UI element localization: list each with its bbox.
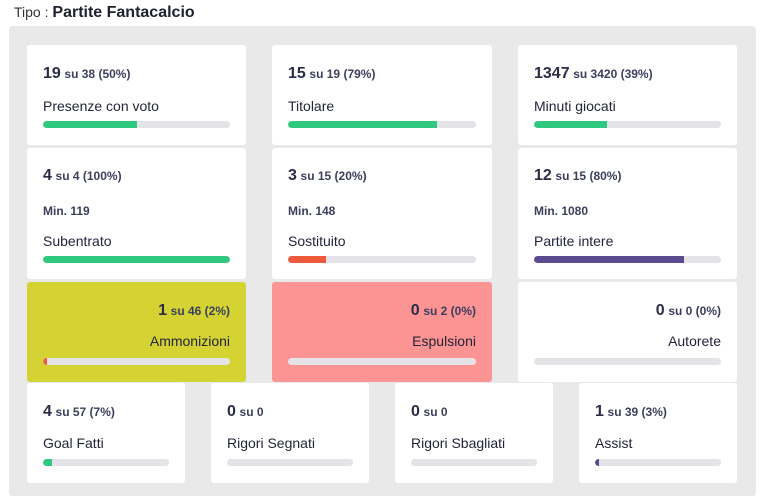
stat-label: Assist bbox=[595, 435, 633, 451]
stat-value: 4 su 4 (100%) bbox=[43, 167, 122, 185]
stat-total: su 57 (7%) bbox=[55, 405, 115, 419]
stat-card-rigori-segnati: 0 su 0 Rigori Segnati bbox=[211, 383, 369, 483]
stat-value: 0 su 0 (0%) bbox=[656, 302, 721, 320]
stat-number: 12 bbox=[534, 167, 552, 184]
stat-card-goal-fatti: 4 su 57 (7%) Goal Fatti bbox=[27, 383, 185, 483]
progress-fill bbox=[595, 459, 599, 466]
stat-value: 4 su 57 (7%) bbox=[43, 403, 115, 421]
stat-label: Goal Fatti bbox=[43, 435, 104, 451]
progress-bar bbox=[288, 358, 476, 365]
stat-total: su 0 (0%) bbox=[668, 304, 721, 318]
progress-fill bbox=[534, 121, 607, 128]
stat-label: Espulsioni bbox=[412, 333, 476, 349]
stat-label: Subentrato bbox=[43, 233, 112, 249]
stat-card-partite-intere: 12 su 15 (80%) Min. 1080 Partite intere bbox=[518, 148, 737, 279]
stat-number: 4 bbox=[43, 403, 52, 420]
stat-total: su 0 bbox=[423, 405, 448, 419]
type-header: Tipo : Partite Fantacalcio bbox=[14, 0, 195, 24]
stat-number: 1347 bbox=[534, 65, 570, 82]
progress-fill bbox=[43, 121, 137, 128]
progress-bar bbox=[43, 358, 230, 365]
stats-panel: 19 su 38 (50%) Presenze con voto 15 su 1… bbox=[9, 26, 756, 496]
stat-value: 1 su 39 (3%) bbox=[595, 403, 667, 421]
stat-minutes: Min. 148 bbox=[288, 204, 336, 218]
stat-number: 0 bbox=[655, 302, 665, 319]
stat-value: 0 su 0 bbox=[227, 403, 264, 421]
stat-minutes: Min. 119 bbox=[43, 204, 90, 218]
stat-number: 15 bbox=[288, 65, 306, 82]
stat-label: Minuti giocati bbox=[534, 98, 616, 114]
progress-bar bbox=[411, 459, 537, 466]
stat-total: su 0 bbox=[239, 405, 264, 419]
stat-card-espulsioni: 0 su 2 (0%) Espulsioni bbox=[272, 282, 492, 382]
stat-label: Rigori Segnati bbox=[227, 435, 315, 451]
stat-value: 19 su 38 (50%) bbox=[43, 65, 130, 83]
progress-bar bbox=[43, 459, 169, 466]
stat-value: 1 su 46 (2%) bbox=[158, 302, 230, 320]
stat-value: 0 su 2 (0%) bbox=[411, 302, 476, 320]
stat-label: Rigori Sbagliati bbox=[411, 435, 506, 451]
progress-fill bbox=[288, 256, 326, 263]
progress-fill bbox=[43, 358, 47, 365]
progress-bar bbox=[288, 256, 476, 263]
stat-value: 12 su 15 (80%) bbox=[534, 167, 621, 185]
type-prefix: Tipo : bbox=[14, 4, 49, 20]
stat-total: su 46 (2%) bbox=[170, 304, 230, 318]
stat-number: 1 bbox=[595, 403, 604, 420]
stat-value: 3 su 15 (20%) bbox=[288, 167, 367, 185]
stat-number: 0 bbox=[227, 403, 236, 420]
stat-number: 0 bbox=[411, 403, 420, 420]
stat-card-minuti: 1347 su 3420 (39%) Minuti giocati bbox=[518, 45, 737, 145]
stat-card-presenze: 19 su 38 (50%) Presenze con voto bbox=[27, 45, 246, 145]
stat-value: 1347 su 3420 (39%) bbox=[534, 65, 653, 83]
type-value: Partite Fantacalcio bbox=[52, 4, 195, 21]
progress-fill bbox=[43, 459, 52, 466]
stat-total: su 38 (50%) bbox=[64, 67, 131, 81]
progress-bar bbox=[43, 256, 230, 263]
stat-label: Ammonizioni bbox=[149, 333, 230, 349]
progress-bar bbox=[595, 459, 721, 466]
progress-fill bbox=[43, 256, 230, 263]
stat-total: su 2 (0%) bbox=[423, 304, 476, 318]
stat-number: 1 bbox=[158, 302, 168, 319]
stat-total: su 15 (80%) bbox=[555, 169, 622, 183]
stat-number: 19 bbox=[43, 65, 61, 82]
progress-bar bbox=[534, 256, 721, 263]
stat-label: Partite intere bbox=[534, 233, 614, 249]
stat-card-sostituito: 3 su 15 (20%) Min. 148 Sostituito bbox=[272, 148, 492, 279]
stat-label: Titolare bbox=[288, 98, 335, 114]
progress-bar bbox=[227, 459, 353, 466]
stat-label: Autorete bbox=[668, 333, 721, 349]
stat-card-rigori-sbagliati: 0 su 0 Rigori Sbagliati bbox=[395, 383, 553, 483]
stat-card-ammonizioni: 1 su 46 (2%) Ammonizioni bbox=[27, 282, 246, 382]
stat-number: 4 bbox=[43, 167, 52, 184]
stat-card-titolare: 15 su 19 (79%) Titolare bbox=[272, 45, 492, 145]
stat-total: su 19 (79%) bbox=[309, 67, 376, 81]
progress-fill bbox=[288, 121, 437, 128]
progress-bar bbox=[288, 121, 476, 128]
stat-label: Sostituito bbox=[288, 233, 346, 249]
progress-bar bbox=[43, 121, 230, 128]
stat-total: su 39 (3%) bbox=[607, 405, 667, 419]
stat-number: 0 bbox=[410, 302, 420, 319]
stat-value: 0 su 0 bbox=[411, 403, 448, 421]
stat-card-autorete: 0 su 0 (0%) Autorete bbox=[518, 282, 737, 382]
progress-bar bbox=[534, 358, 721, 365]
progress-fill bbox=[534, 256, 684, 263]
stat-minutes: Min. 1080 bbox=[534, 204, 589, 218]
stat-value: 15 su 19 (79%) bbox=[288, 65, 375, 83]
stat-total: su 15 (20%) bbox=[300, 169, 367, 183]
progress-bar bbox=[534, 121, 721, 128]
stat-number: 3 bbox=[288, 167, 297, 184]
stat-card-subentrato: 4 su 4 (100%) Min. 119 Subentrato bbox=[27, 148, 246, 279]
stat-total: su 4 (100%) bbox=[55, 169, 122, 183]
stat-total: su 3420 (39%) bbox=[573, 67, 653, 81]
stat-card-assist: 1 su 39 (3%) Assist bbox=[579, 383, 737, 483]
stat-label: Presenze con voto bbox=[43, 98, 159, 114]
